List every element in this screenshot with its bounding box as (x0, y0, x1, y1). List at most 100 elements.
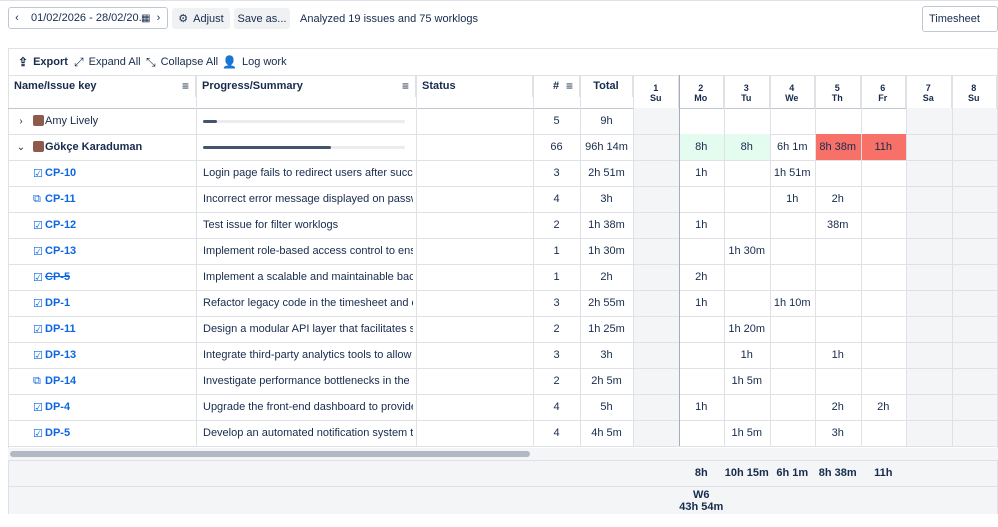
issue-summary: Implement a scalable and maintainable ba… (203, 264, 413, 290)
issue-key[interactable]: DP-1 (45, 290, 70, 316)
day-header: 7 Sa (906, 75, 952, 108)
footer-total-text: 6h 1m (776, 467, 809, 479)
issue-summary-text: Upgrade the front-end dashboard to provi… (203, 401, 413, 413)
count-cell: 1 (533, 238, 580, 264)
issue-key[interactable]: CP-12 (45, 212, 76, 238)
day-cell[interactable]: 8h 38m (815, 134, 861, 160)
action-button-text: Expand All (88, 56, 141, 68)
user-name[interactable]: Gökçe Karaduman (45, 134, 142, 160)
column-divider (580, 75, 581, 446)
day-cell[interactable]: 8h (724, 134, 770, 160)
footer-total: 8h 38m (815, 460, 861, 486)
count-cell-text: 1 (553, 271, 560, 283)
expand-toggle[interactable]: ⌄ (16, 141, 26, 153)
view-select[interactable]: Timesheet (922, 6, 998, 32)
column-header[interactable]: # ≡ (533, 75, 580, 97)
action-button[interactable]: ⤡ Collapse All (146, 54, 219, 69)
day-cell[interactable]: 1h (679, 160, 725, 186)
day-cell[interactable]: 2h (861, 394, 907, 420)
day-cell[interactable]: 6h 1m (770, 134, 816, 160)
save-as-button[interactable]: Save as... (234, 8, 290, 29)
total-cell: 9h (580, 108, 633, 134)
day-cell[interactable]: 1h (770, 186, 816, 212)
expand-toggle[interactable]: › (19, 115, 23, 127)
weekend-column (951, 108, 997, 446)
date-range: 01/02/2026 - 28/02/20... (31, 12, 141, 24)
day-cell[interactable]: 1h 30m (724, 238, 770, 264)
day-cell-text: 38m (827, 219, 849, 231)
total-cell-text: 1h 30m (588, 245, 625, 257)
column-header[interactable]: Total (580, 75, 633, 97)
day-cell[interactable]: 1h 20m (724, 316, 770, 342)
action-button[interactable]: ⤢ Expand All (74, 54, 141, 69)
day-cell[interactable]: 2h (815, 394, 861, 420)
count-cell-text: 4 (553, 401, 560, 413)
total-cell-text: 2h (600, 271, 613, 283)
day-of-week: Fr (878, 93, 888, 103)
issue-summary: Test issue for filter worklogs (203, 212, 413, 238)
column-header[interactable]: Name/Issue key ≡ (8, 75, 196, 97)
issue-icon: ☑ (33, 271, 43, 284)
issue-summary-text: Incorrect error message displayed on pas… (203, 193, 413, 205)
total-cell: 3h (580, 342, 633, 368)
day-cell[interactable]: 3h (815, 420, 861, 446)
action-button[interactable]: 👤 Log work (222, 55, 287, 69)
day-number: 1 (653, 83, 659, 93)
issue-key[interactable]: DP-5 (45, 420, 70, 446)
issue-key[interactable]: CP-5 (45, 264, 70, 290)
total-cell-text: 3h (600, 349, 613, 361)
scrollbar-thumb[interactable] (10, 451, 530, 457)
user-name[interactable]: Amy Lively (45, 108, 98, 134)
footer-line (9, 486, 997, 487)
issue-summary: Refactor legacy code in the timesheet an… (203, 290, 413, 316)
week-total-text: 43h 54m (679, 501, 724, 513)
date-picker[interactable]: ‹ 01/02/2026 - 28/02/20... ▦ › (8, 7, 168, 29)
issue-icon: ☑ (33, 401, 43, 414)
day-cell[interactable]: 1h 10m (770, 290, 816, 316)
day-divider (633, 75, 634, 446)
issue-summary-text: Develop an automated notification system… (203, 427, 413, 439)
issue-key[interactable]: DP-13 (45, 342, 76, 368)
column-header-text: Total (593, 80, 619, 92)
issue-summary: Incorrect error message displayed on pas… (203, 186, 413, 212)
day-cell[interactable]: 2h (815, 186, 861, 212)
count-cell-text: 66 (550, 141, 563, 153)
issue-key[interactable]: DP-14 (45, 368, 76, 394)
total-cell: 2h 51m (580, 160, 633, 186)
day-cell[interactable]: 11h (860, 134, 906, 160)
day-of-week: Su (649, 93, 662, 103)
issue-key[interactable]: DP-4 (45, 394, 70, 420)
day-cell[interactable]: 1h (679, 290, 725, 316)
column-header-text: Name/Issue key (14, 80, 97, 92)
day-cell[interactable]: 1h 5m (724, 420, 770, 446)
adjust-button[interactable]: ⚙ Adjust (172, 8, 230, 29)
action-button[interactable]: ⇪ Export (18, 55, 68, 69)
issue-key[interactable]: DP-11 (45, 316, 76, 342)
column-header[interactable]: Progress/Summary ≡ (196, 75, 416, 97)
day-cell[interactable]: 1h (679, 394, 725, 420)
day-cell-text: 2h (831, 401, 844, 413)
progress-track (203, 120, 405, 123)
issue-key-text: DP-11 (45, 323, 76, 335)
day-cell-text: 6h 1m (776, 141, 808, 153)
day-cell[interactable]: 1h 5m (724, 368, 770, 394)
day-cell[interactable]: 8h (678, 134, 724, 160)
day-cell[interactable]: 2h (679, 264, 725, 290)
total-cell-text: 9h (600, 115, 613, 127)
day-cell[interactable]: 38m (815, 212, 861, 238)
total-cell: 1h 25m (580, 316, 633, 342)
issue-key[interactable]: CP-13 (45, 238, 76, 264)
total-cell: 5h (580, 394, 633, 420)
week-label-text: W6 (693, 489, 710, 501)
issue-key[interactable]: CP-10 (45, 160, 76, 186)
column-header-text: # (552, 80, 560, 92)
day-cell[interactable]: 1h (679, 212, 725, 238)
day-divider (815, 75, 816, 446)
day-cell[interactable]: 1h 51m (770, 160, 816, 186)
total-cell-text: 1h 25m (588, 323, 625, 335)
day-cell[interactable]: 1h (724, 342, 770, 368)
weekend-column (633, 108, 679, 446)
column-header[interactable]: Status (416, 75, 533, 97)
day-cell[interactable]: 1h (815, 342, 861, 368)
issue-key[interactable]: CP-11 (45, 186, 76, 212)
